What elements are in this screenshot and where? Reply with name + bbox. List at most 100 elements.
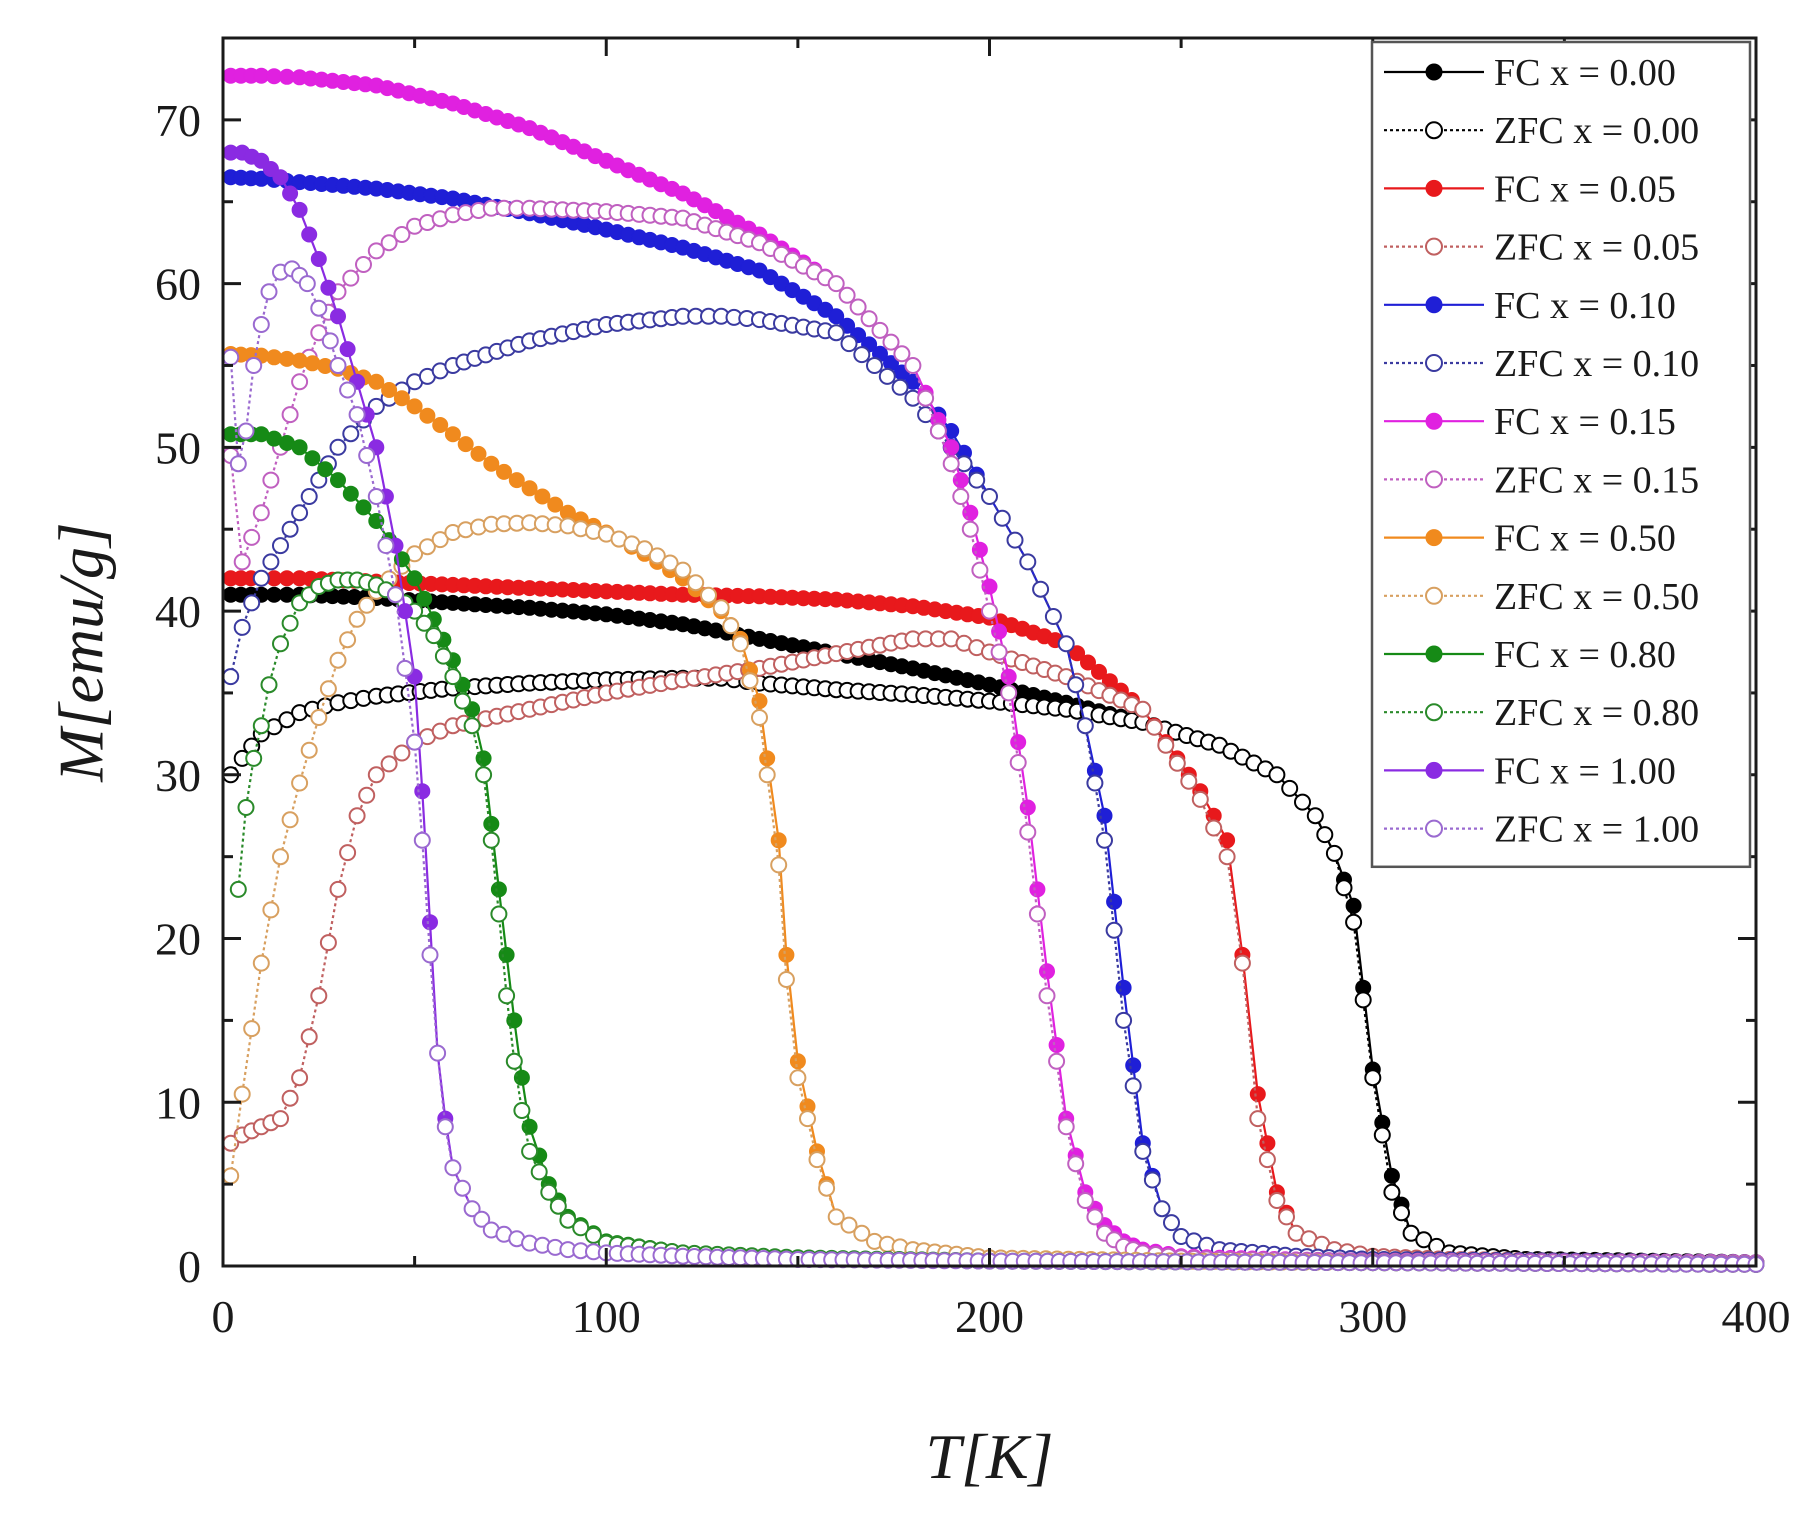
data-point: [233, 618, 251, 636]
data-point: [406, 570, 423, 587]
data-point: [319, 680, 337, 698]
data-point: [1180, 772, 1198, 790]
data-point: [272, 635, 289, 653]
data-point: [1010, 734, 1027, 751]
data-point: [348, 807, 366, 825]
data-point: [367, 766, 385, 784]
data-point: [272, 537, 289, 555]
legend-label: ZFC x = 0.50: [1494, 576, 1699, 618]
data-point: [342, 485, 359, 502]
data-point: [1076, 1192, 1094, 1209]
data-point: [929, 422, 947, 440]
data-point: [415, 614, 433, 632]
data-point: [431, 531, 449, 549]
data-point: [1143, 1171, 1161, 1189]
data-point: [534, 488, 551, 505]
y-axis-title: M[emu/g]: [46, 522, 117, 783]
x-tick-label: 200: [955, 1291, 1024, 1342]
data-point: [406, 733, 424, 751]
data-point: [1038, 987, 1056, 1005]
data-point: [418, 538, 436, 556]
legend-item: ZFC x = 0.50: [1384, 576, 1699, 618]
data-point: [278, 711, 296, 729]
data-point: [300, 1028, 318, 1046]
x-tick-label: 0: [212, 1291, 235, 1342]
data-point: [490, 905, 508, 923]
data-point: [291, 1069, 309, 1087]
data-point: [1145, 718, 1163, 736]
data-point: [840, 1216, 858, 1234]
data-point: [260, 676, 278, 694]
data-point: [990, 643, 1008, 661]
data-point: [475, 766, 493, 784]
data-point: [506, 1012, 523, 1029]
data-point: [243, 594, 261, 612]
data-point: [222, 1167, 240, 1185]
legend-marker: [1425, 412, 1443, 430]
data-point: [222, 668, 240, 686]
legend-item: FC x = 0.10: [1384, 285, 1676, 327]
legend-item: FC x = 0.80: [1384, 634, 1676, 676]
data-point: [572, 1219, 590, 1237]
data-point: [329, 357, 347, 374]
data-point: [329, 438, 347, 456]
data-point: [1048, 1037, 1065, 1053]
data-point: [808, 1151, 826, 1169]
data-point: [770, 832, 787, 849]
data-point: [866, 357, 883, 374]
data-point: [1086, 1208, 1104, 1226]
data-point: [1383, 1183, 1401, 1201]
data-point: [827, 324, 845, 342]
legend-marker: [1425, 354, 1443, 372]
y-tick-label: 60: [155, 259, 201, 310]
data-point: [1259, 1135, 1276, 1152]
data-point: [393, 390, 410, 407]
legend-label: FC x = 0.50: [1494, 518, 1676, 560]
data-point: [368, 513, 385, 529]
data-point: [860, 310, 878, 328]
data-point: [770, 856, 788, 874]
y-tick-label: 20: [155, 914, 201, 965]
data-point: [1115, 979, 1132, 996]
data-point: [942, 455, 960, 473]
data-point: [1233, 954, 1251, 972]
legend-item: ZFC x = 0.80: [1384, 692, 1699, 734]
data-point: [952, 488, 970, 505]
legend-label: ZFC x = 0.80: [1494, 692, 1699, 734]
legend-item: ZFC x = 0.00: [1384, 110, 1699, 152]
data-point: [321, 332, 339, 350]
data-point: [387, 586, 404, 604]
data-point: [731, 635, 749, 653]
data-point: [1258, 1151, 1276, 1169]
legend-label: FC x = 1.00: [1494, 750, 1676, 792]
data-point: [1006, 531, 1024, 549]
data-point: [367, 242, 385, 260]
data-point: [1028, 905, 1046, 923]
data-point: [301, 226, 318, 243]
data-point: [1057, 635, 1075, 653]
data-point: [291, 373, 309, 391]
data-point: [1048, 1052, 1066, 1070]
x-tick-label: 400: [1722, 1291, 1791, 1342]
data-point: [547, 496, 564, 513]
legend-item: FC x = 0.15: [1384, 401, 1676, 443]
data-point: [397, 603, 413, 620]
legend-marker: [1425, 586, 1443, 605]
y-tick-label: 0: [178, 1241, 201, 1292]
data-point: [513, 1069, 530, 1086]
data-point: [971, 541, 988, 558]
data-point: [233, 1085, 251, 1103]
data-point: [272, 169, 289, 186]
data-point: [1383, 1167, 1400, 1184]
legend-marker: [1425, 470, 1443, 489]
data-point: [1044, 608, 1062, 625]
data-point: [1069, 645, 1086, 662]
data-point: [496, 463, 512, 480]
data-point: [317, 461, 334, 478]
data-point: [1294, 793, 1311, 811]
data-point: [329, 651, 347, 669]
data-point: [252, 569, 270, 587]
data-point: [229, 880, 247, 898]
data-point: [291, 439, 308, 456]
